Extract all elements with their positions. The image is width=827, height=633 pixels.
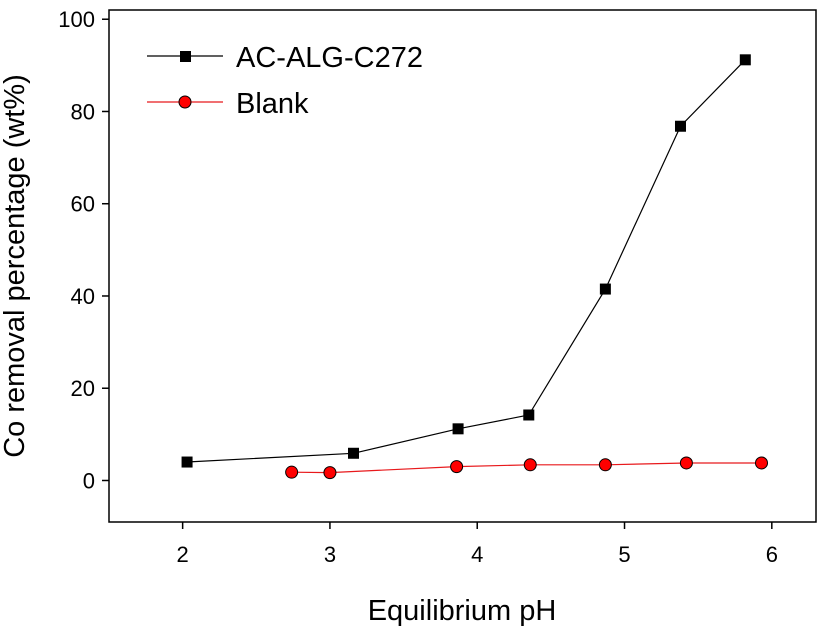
- legend-item-blank: Blank: [147, 88, 309, 120]
- data-point-blank: [679, 456, 693, 470]
- data-point-blank: [285, 465, 299, 479]
- data-point-blank: [323, 466, 337, 480]
- y-tick-label: 80: [71, 99, 95, 124]
- y-tick-label: 100: [58, 7, 95, 32]
- data-point-blank: [755, 456, 769, 470]
- x-axis: 2 3 4 5 6: [177, 522, 778, 567]
- y-axis: 0 20 40 60 80 100: [58, 7, 109, 493]
- data-point-blank: [598, 458, 612, 472]
- y-tick-label: 20: [71, 376, 95, 401]
- x-tick-label: 4: [471, 542, 483, 567]
- x-tick-label: 2: [177, 542, 189, 567]
- data-point-ac-alg-c272: [348, 447, 360, 459]
- data-point-ac-alg-c272: [739, 54, 751, 66]
- legend-marker-ac-alg-c272: [180, 51, 191, 62]
- data-point-ac-alg-c272: [523, 409, 535, 421]
- y-axis-title: Co removal percentage (wt%): [0, 74, 31, 458]
- y-tick-label: 60: [71, 192, 95, 217]
- legend-label-ac-alg-c272: AC-ALG-C272: [236, 42, 423, 74]
- data-point-ac-alg-c272: [674, 120, 686, 132]
- plot-frame: [108, 9, 817, 523]
- x-axis-title: Equilibrium pH: [368, 595, 557, 627]
- legend: AC-ALG-C272 Blank: [147, 42, 423, 120]
- series-line-ac-alg-c272: [187, 59, 746, 463]
- x-tick-label: 6: [766, 542, 778, 567]
- y-tick-label: 40: [71, 284, 95, 309]
- legend-marker-blank: [178, 95, 192, 109]
- x-tick-label: 5: [618, 542, 630, 567]
- data-point-ac-alg-c272: [181, 456, 193, 468]
- y-tick-label: 0: [83, 468, 95, 493]
- legend-label-blank: Blank: [236, 88, 309, 120]
- data-point-ac-alg-c272: [452, 423, 464, 435]
- data-point-ac-alg-c272: [599, 283, 611, 295]
- data-point-blank: [450, 460, 464, 474]
- series-group: [181, 54, 769, 480]
- legend-item-ac-alg-c272: AC-ALG-C272: [147, 42, 423, 74]
- data-point-blank: [523, 458, 537, 472]
- x-tick-label: 3: [324, 542, 336, 567]
